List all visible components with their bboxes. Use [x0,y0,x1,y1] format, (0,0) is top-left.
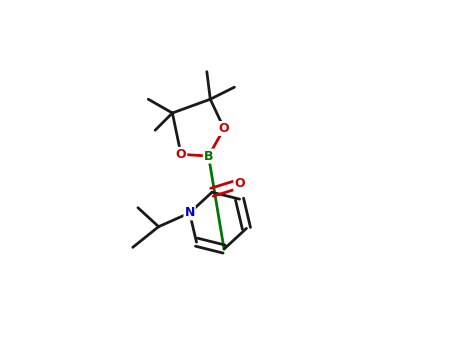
Text: O: O [176,148,186,161]
Text: B: B [204,149,213,162]
Text: N: N [184,206,195,219]
Text: O: O [234,177,245,190]
Text: O: O [219,122,229,135]
